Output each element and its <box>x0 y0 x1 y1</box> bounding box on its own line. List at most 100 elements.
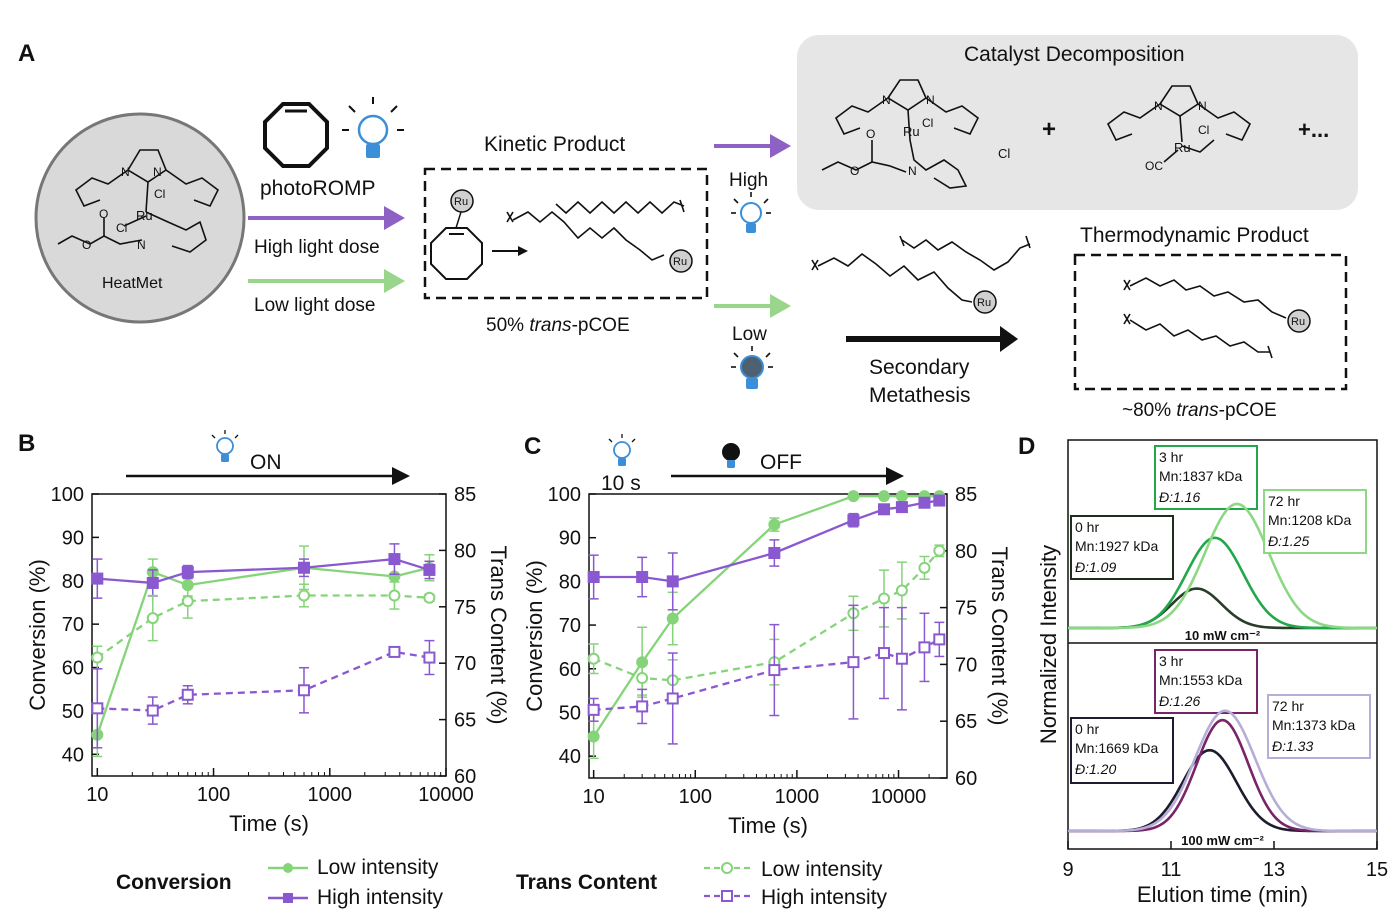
high-dose-arrow <box>248 206 405 230</box>
thermo-box <box>1073 253 1348 391</box>
data-point <box>91 651 104 664</box>
y-left-tick-label: 100 <box>51 484 84 506</box>
subplot-top: 10 mW cm⁻² 0 hr Mn:1927 kDa Đ:1.09 3 hr Mn:18… <box>1067 445 1378 643</box>
decomp1-cl-minus: Cl <box>998 146 1010 161</box>
y-left-tick-label: 80 <box>559 571 581 593</box>
data-point <box>181 595 194 608</box>
plot-frame <box>1067 439 1378 850</box>
x-tick-label: 13 <box>1263 859 1285 881</box>
y-right-tick-label: 75 <box>955 598 977 620</box>
data-point <box>423 651 436 664</box>
low-dose-arrow <box>248 269 405 293</box>
heatmet-ru: Ru <box>136 208 153 223</box>
intensity-label: 10 mW cm⁻² <box>1185 628 1261 643</box>
data-point <box>146 612 159 625</box>
decomp2-n1: N <box>1154 99 1163 113</box>
heatmet-catalyst: N N Ru Cl Cl O O N HeatMet <box>34 112 246 324</box>
data-point <box>768 518 781 531</box>
data-point <box>297 589 310 602</box>
decomp1-o2: O <box>850 164 859 178</box>
annotation-dispersity: Đ:1.26 <box>1159 693 1200 709</box>
x-tick-label: 9 <box>1062 859 1073 881</box>
data-point <box>918 561 931 574</box>
panel-d: D 9 11 13 15 Elution time (min) Normalized In… <box>1018 433 1388 907</box>
legend-trans-high-label: High intensity <box>761 886 888 909</box>
gpc-trace-72hr <box>1067 502 1378 630</box>
y-left-tick-label: 60 <box>62 658 84 680</box>
decomposition-structure-2 <box>1106 85 1252 163</box>
thermo-polymer-chains <box>1123 277 1287 359</box>
photoromp-label: photoROMP <box>260 177 376 200</box>
light-bulb-high-icon <box>731 192 771 233</box>
panel-d-plot: 9 11 13 15 Elution time (min) Normalized Inte… <box>1036 439 1388 907</box>
data-point <box>768 664 781 677</box>
kinetic-box <box>423 167 709 300</box>
y-right-tick-label: 60 <box>955 768 977 790</box>
decomposition-plus-more: +... <box>1298 117 1329 142</box>
gpc-trace-72hr <box>1067 709 1378 833</box>
y-right-tick-label: 70 <box>454 653 476 675</box>
secondary-line2: Metathesis <box>869 384 971 407</box>
x-tick-label: 10 <box>583 786 605 808</box>
data-point <box>181 566 194 579</box>
annotation-box <box>1154 649 1258 714</box>
annotation-box <box>1070 717 1174 784</box>
annotation-dispersity: Đ:1.20 <box>1075 761 1116 777</box>
decomp1-cl: Cl <box>922 116 933 130</box>
data-point <box>933 494 946 507</box>
data-point <box>587 652 600 665</box>
thermo-caption: ~80% trans-pCOE <box>1122 400 1277 421</box>
data-point <box>895 652 908 665</box>
light-bulb-off-icon <box>722 443 740 468</box>
data-point <box>587 703 600 716</box>
y-right-tick-label: 65 <box>955 711 977 733</box>
legend: Conversion Low intensity High intensity … <box>116 856 888 909</box>
y-left-tick-label: 40 <box>559 746 581 768</box>
heatmet-structure <box>57 149 220 253</box>
series-line <box>96 594 430 659</box>
annotation-mn: Mn:1669 kDa <box>1075 740 1158 756</box>
legend-trans-low-label: Low intensity <box>761 858 883 881</box>
kinetic-title: Kinetic Product <box>484 133 625 156</box>
decomp1-n3: N <box>908 164 917 178</box>
low-label: Low <box>732 324 767 345</box>
thermo-title: Thermodynamic Product <box>1080 224 1309 247</box>
intermediate-polymer-chains <box>811 235 1031 303</box>
x-tick-label: 15 <box>1366 859 1388 881</box>
data-point <box>878 490 891 503</box>
light-bulb-low-icon <box>731 346 773 389</box>
data-point <box>587 730 600 743</box>
data-point <box>847 490 860 503</box>
svg-text:Ru: Ru <box>1291 316 1305 328</box>
y-left-tick-label: 90 <box>559 528 581 550</box>
kinetic-caption: 50% trans-pCOE <box>486 315 630 336</box>
data-point <box>768 546 781 559</box>
y-right-axis-label: Trans Content (%) <box>987 547 1012 726</box>
legend-trans-high-marker <box>721 890 733 902</box>
y-right-tick-label: 85 <box>454 484 476 506</box>
data-point <box>91 702 104 715</box>
data-point <box>878 647 891 660</box>
data-point <box>636 700 649 713</box>
plot-clip-group <box>91 543 436 758</box>
annotation-dispersity: Đ:1.25 <box>1268 533 1309 549</box>
plot-clip-group <box>587 490 946 760</box>
annotation-box <box>1267 694 1371 759</box>
data-point <box>918 496 931 509</box>
data-point <box>666 692 679 705</box>
decomp1-o: O <box>866 127 875 141</box>
series-trans-content-high <box>587 604 946 745</box>
y-left-tick-label: 40 <box>62 744 84 766</box>
light-bulb-on-icon <box>342 97 404 158</box>
decomposition-structure-1 <box>821 79 980 189</box>
data-point <box>847 514 860 527</box>
data-point <box>847 656 860 669</box>
y-left-axis-label: Conversion (%) <box>522 560 547 712</box>
annotation-mn: Mn:1837 kDa <box>1159 468 1242 484</box>
svg-text:Ru: Ru <box>673 256 687 268</box>
y-right-tick-label: 80 <box>955 541 977 563</box>
y-axis-label: Normalized Intensity <box>1036 545 1061 744</box>
x-axis-label: Elution time (min) <box>1137 882 1308 907</box>
annotation-box <box>1154 445 1258 510</box>
